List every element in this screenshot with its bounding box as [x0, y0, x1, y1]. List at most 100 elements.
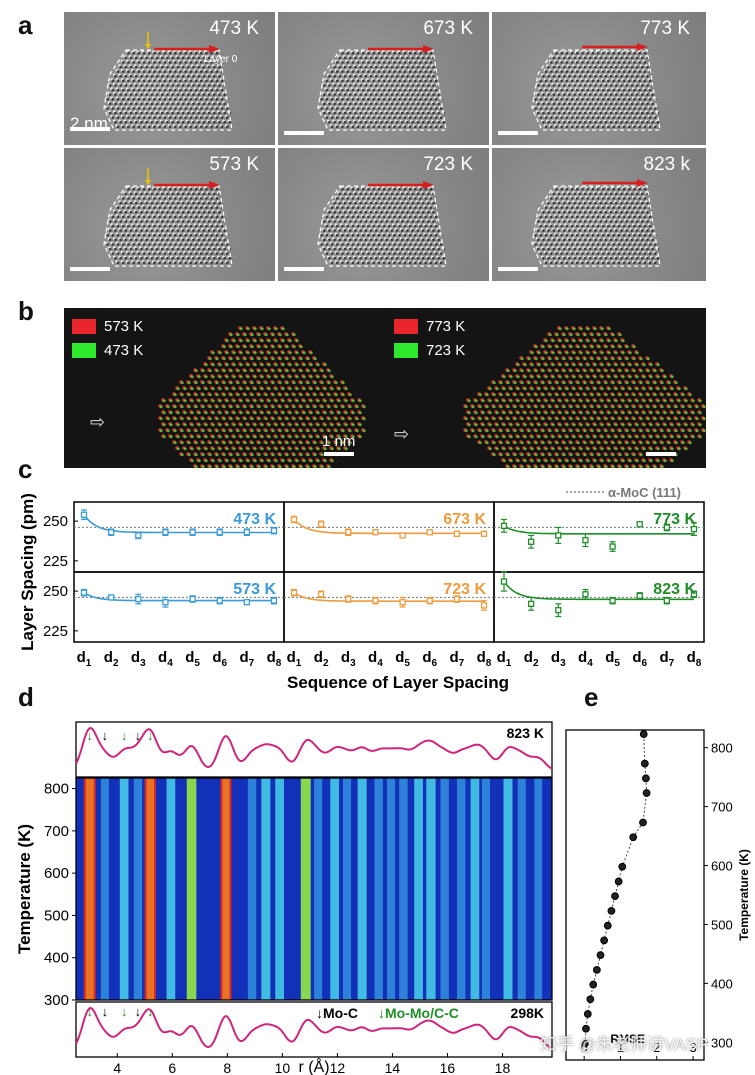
lattice-shadow: [398, 79, 401, 83]
lattice-shadow: [202, 74, 206, 78]
lattice-shadow: [601, 97, 605, 101]
lattice-shadow: [382, 70, 386, 73]
lattice-shadow: [142, 252, 146, 255]
overlay-atom-green: [197, 399, 201, 403]
lattice-shadow: [220, 107, 224, 110]
lattice-shadow: [601, 224, 605, 228]
lattice-shadow: [192, 120, 195, 124]
temperature-label: 723 K: [423, 154, 473, 175]
lattice-shadow: [570, 125, 574, 129]
lattice-shadow: [354, 65, 357, 69]
lattice-shadow: [625, 256, 628, 260]
lattice-shadow: [129, 192, 133, 196]
lattice-shadow: [176, 220, 180, 223]
lattice-shadow: [192, 210, 195, 214]
lattice-shadow: [197, 84, 200, 87]
lattice-shadow: [346, 116, 349, 119]
lattice-shadow: [348, 238, 352, 242]
lattice-shadow: [432, 84, 435, 87]
lattice-shadow: [215, 187, 219, 191]
lattice-shadow: [599, 74, 602, 78]
lattice-shadow: [426, 56, 430, 60]
lattice-shadow: [586, 215, 589, 219]
lattice-shadow: [215, 252, 219, 255]
overlay-atom-green: [246, 351, 250, 355]
lattice-shadow: [406, 93, 409, 96]
lattice-shadow: [416, 65, 420, 69]
lattice-shadow: [372, 215, 375, 219]
lattice-shadow: [132, 125, 135, 129]
lattice-shadow: [124, 201, 128, 205]
lattice-shadow: [419, 79, 422, 83]
lattice-shadow: [205, 252, 208, 255]
lattice-shadow: [153, 70, 156, 73]
lattice-shadow: [434, 233, 438, 237]
lattice-shadow: [406, 74, 409, 78]
overlay-atom-green: [281, 339, 285, 343]
lattice-shadow: [367, 261, 370, 265]
lattice-shadow: [335, 61, 339, 64]
lattice-shadow: [614, 229, 618, 232]
lattice-shadow: [338, 192, 342, 196]
lattice-shadow: [341, 215, 344, 219]
lattice-shadow: [426, 210, 430, 214]
lattice-shadow: [328, 256, 331, 260]
lattice-shadow: [547, 220, 550, 223]
lattice-shadow: [643, 97, 647, 101]
lattice-shadow: [573, 56, 576, 60]
overlay-atom-green: [260, 375, 264, 379]
lattice-shadow: [202, 192, 206, 196]
lattice-shadow: [215, 79, 219, 83]
lattice-shadow: [210, 187, 213, 191]
lattice-shadow: [429, 252, 433, 255]
lattice-shadow: [223, 102, 226, 106]
lattice-shadow: [429, 70, 433, 73]
lattice-shadow: [121, 88, 125, 92]
lattice-shadow: [557, 102, 561, 106]
lattice-shadow: [646, 238, 649, 242]
lattice-shadow: [570, 107, 574, 110]
lattice-shadow: [155, 102, 159, 106]
lattice-shadow: [142, 79, 146, 83]
lattice-shadow: [594, 93, 597, 96]
lattice-shadow: [581, 125, 584, 129]
lattice-shadow: [192, 192, 195, 196]
lattice-shadow: [387, 243, 391, 246]
lattice-shadow: [635, 238, 639, 242]
lattice-shadow: [145, 102, 148, 106]
lattice-shadow: [374, 120, 378, 124]
lattice-shadow: [596, 224, 600, 228]
lattice-shadow: [575, 125, 579, 129]
lattice-shadow: [640, 201, 644, 205]
lattice-shadow: [142, 125, 146, 129]
lattice-shadow: [562, 93, 566, 96]
lattice-shadow: [421, 120, 425, 124]
overlay-atom-green: [309, 375, 313, 379]
lattice-shadow: [581, 107, 584, 110]
lattice-shadow: [333, 229, 336, 232]
lattice-shadow: [382, 125, 386, 129]
lattice-shadow: [343, 192, 347, 196]
lattice-shadow: [176, 74, 180, 78]
lattice-shadow: [168, 97, 172, 101]
lattice-shadow: [426, 256, 430, 260]
lattice-shadow: [173, 125, 177, 129]
lattice-shadow: [184, 116, 187, 119]
lattice-shadow: [620, 229, 623, 232]
overlay-atom-green: [215, 393, 219, 397]
lattice-shadow: [367, 206, 370, 209]
lattice-shadow: [374, 256, 378, 260]
lattice-shadow: [142, 215, 146, 219]
lattice-shadow: [627, 116, 631, 119]
overlay-atom-green: [243, 381, 247, 385]
overlay-atom-green: [183, 387, 187, 391]
lattice-shadow: [643, 252, 647, 255]
lattice-shadow: [328, 93, 331, 96]
lattice-shadow: [429, 125, 433, 129]
lattice-shadow: [555, 125, 558, 129]
lattice-shadow: [194, 197, 198, 200]
lattice-shadow: [212, 192, 216, 196]
lattice-shadow: [367, 215, 370, 219]
lattice-shadow: [150, 65, 154, 69]
lattice-shadow: [173, 261, 177, 265]
